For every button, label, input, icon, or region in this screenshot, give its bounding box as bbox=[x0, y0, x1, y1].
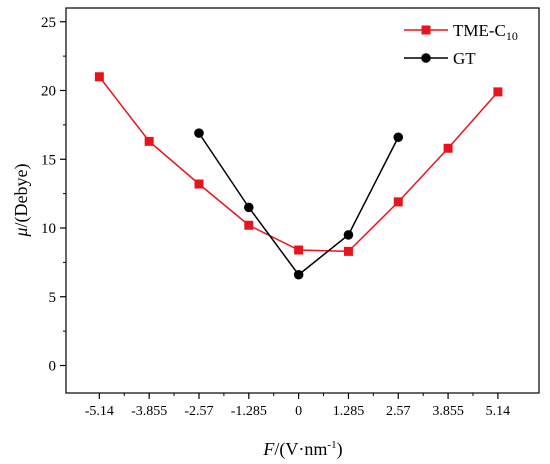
data-point bbox=[493, 87, 503, 97]
x-tick-label: 0 bbox=[295, 404, 302, 419]
legend-entry-gt: GT bbox=[404, 49, 476, 68]
legend-label-tme-c10: TME-C10 bbox=[453, 21, 518, 43]
x-tick-label: 5.14 bbox=[486, 404, 511, 419]
y-tick-label: 5 bbox=[49, 290, 57, 306]
data-point bbox=[94, 72, 104, 82]
legend: TME-C10 GT bbox=[404, 21, 518, 68]
plot-area-frame bbox=[65, 7, 540, 394]
y-axis-tick-labels: 0 5 10 15 20 25 bbox=[41, 15, 56, 375]
x-tick-label: -1.285 bbox=[231, 404, 267, 419]
legend-label-gt: GT bbox=[453, 49, 476, 68]
data-point bbox=[144, 136, 154, 146]
data-point bbox=[194, 128, 204, 138]
x-axis-title-superscript: -1 bbox=[327, 439, 336, 451]
data-point bbox=[194, 179, 204, 189]
y-axis-title: μ/(Debye) bbox=[11, 163, 32, 237]
x-tick-label: 3.855 bbox=[432, 404, 464, 419]
x-tick-label: -5.14 bbox=[85, 404, 114, 419]
y-tick-label: 25 bbox=[41, 15, 56, 31]
data-point bbox=[343, 246, 353, 256]
series-line bbox=[98, 76, 499, 253]
data-point bbox=[443, 143, 453, 153]
y-axis-title-symbol: μ bbox=[11, 227, 31, 237]
series-tme-c10 bbox=[94, 72, 503, 256]
y-tick-label: 15 bbox=[41, 152, 56, 168]
x-tick-label: -2.57 bbox=[184, 404, 213, 419]
x-tick-label: 2.57 bbox=[386, 404, 411, 419]
y-axis-title-unit: /(Debye) bbox=[11, 163, 32, 227]
series-layer bbox=[94, 72, 503, 280]
data-point bbox=[294, 245, 304, 255]
axis-ticks bbox=[60, 21, 499, 399]
series-gt bbox=[194, 128, 404, 280]
data-point bbox=[393, 197, 403, 207]
data-point bbox=[343, 230, 354, 240]
data-point bbox=[293, 269, 304, 280]
data-point bbox=[393, 132, 404, 143]
legend-entry-tme-c10: TME-C10 bbox=[404, 21, 518, 43]
x-axis-title-close: ) bbox=[337, 439, 343, 460]
data-point bbox=[244, 202, 254, 213]
y-tick-label: 20 bbox=[41, 84, 56, 100]
legend-swatch-marker-tme-c10 bbox=[421, 25, 431, 35]
x-tick-label: -3.855 bbox=[131, 404, 167, 419]
x-tick-label: 1.285 bbox=[333, 404, 365, 419]
x-axis-tick-labels: -5.14 -3.855 -2.57 -1.285 0 1.285 2.57 3.855 5.1… bbox=[85, 404, 510, 419]
data-point bbox=[244, 220, 254, 230]
legend-swatch-marker-gt bbox=[421, 53, 431, 63]
x-axis-title-unit: /(V·nm bbox=[274, 439, 327, 460]
y-tick-label: 0 bbox=[49, 359, 57, 375]
y-tick-label: 10 bbox=[41, 221, 56, 237]
x-axis-title-symbol: F bbox=[262, 439, 275, 459]
x-axis-title: F/(V·nm-1) bbox=[262, 439, 342, 460]
